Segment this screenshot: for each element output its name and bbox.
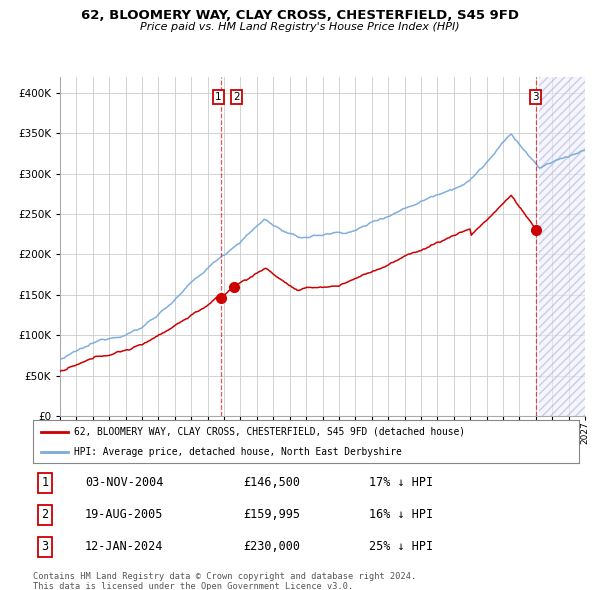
Text: 2: 2 xyxy=(233,92,240,102)
Text: £146,500: £146,500 xyxy=(243,476,300,489)
Text: 17% ↓ HPI: 17% ↓ HPI xyxy=(369,476,433,489)
Text: 16% ↓ HPI: 16% ↓ HPI xyxy=(369,508,433,522)
Text: £230,000: £230,000 xyxy=(243,540,300,553)
Text: 3: 3 xyxy=(41,540,49,553)
Text: 1: 1 xyxy=(215,92,221,102)
Text: HPI: Average price, detached house, North East Derbyshire: HPI: Average price, detached house, Nort… xyxy=(74,447,402,457)
Text: 1: 1 xyxy=(41,476,49,489)
Text: £159,995: £159,995 xyxy=(243,508,300,522)
Text: 2: 2 xyxy=(41,508,49,522)
Text: 12-JAN-2024: 12-JAN-2024 xyxy=(85,540,163,553)
Bar xyxy=(539,77,585,416)
Text: This data is licensed under the Open Government Licence v3.0.: This data is licensed under the Open Gov… xyxy=(33,582,353,590)
Text: 19-AUG-2005: 19-AUG-2005 xyxy=(85,508,163,522)
Text: Contains HM Land Registry data © Crown copyright and database right 2024.: Contains HM Land Registry data © Crown c… xyxy=(33,572,416,581)
Text: 3: 3 xyxy=(532,92,539,102)
Text: 62, BLOOMERY WAY, CLAY CROSS, CHESTERFIELD, S45 9FD: 62, BLOOMERY WAY, CLAY CROSS, CHESTERFIE… xyxy=(81,9,519,22)
Text: 25% ↓ HPI: 25% ↓ HPI xyxy=(369,540,433,553)
Text: 03-NOV-2004: 03-NOV-2004 xyxy=(85,476,163,489)
Text: 62, BLOOMERY WAY, CLAY CROSS, CHESTERFIELD, S45 9FD (detached house): 62, BLOOMERY WAY, CLAY CROSS, CHESTERFIE… xyxy=(74,427,465,437)
Text: Price paid vs. HM Land Registry's House Price Index (HPI): Price paid vs. HM Land Registry's House … xyxy=(140,22,460,32)
